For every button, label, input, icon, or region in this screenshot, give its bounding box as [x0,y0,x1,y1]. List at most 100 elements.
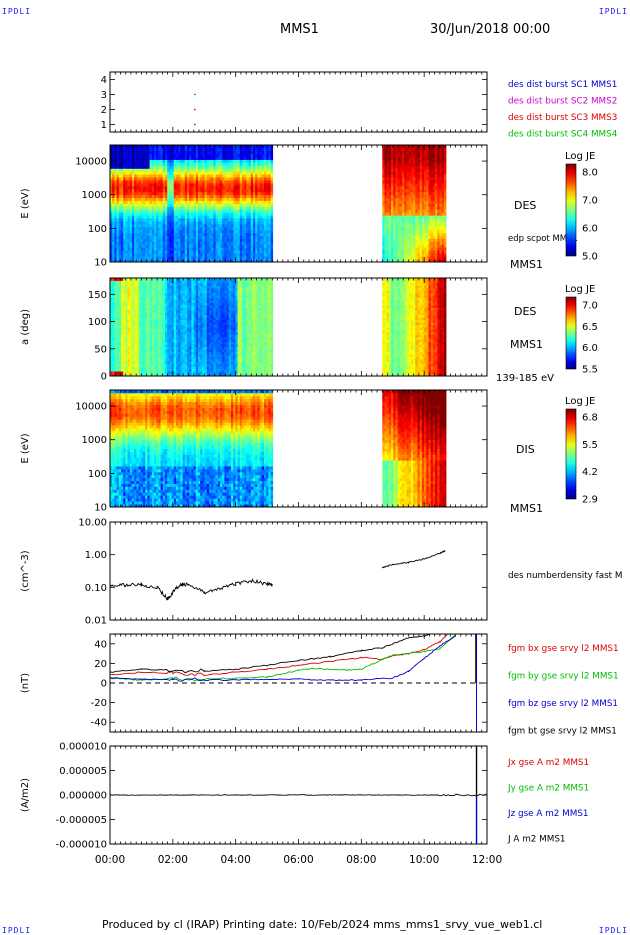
spectrogram-1-cell [165,157,168,160]
spectrogram-1-cell [117,151,120,154]
spectrogram-1-cell [207,180,210,183]
spectrogram-1-cell [117,157,120,160]
spectrogram-1-cell [251,180,254,183]
spectrogram-1-cell [112,171,115,174]
spectrogram-1-cell [187,256,190,259]
spectrogram-1-cell [132,230,135,233]
spectrogram-1-cell [172,250,175,253]
spectrogram-1-cell [180,215,183,218]
spectrogram-1-cell [227,236,230,239]
spectrogram-1-cell [404,160,407,163]
spectrogram-1-cell [422,168,425,171]
spectrogram-1-cell [402,154,405,157]
spectrogram-1-cell [262,177,265,180]
spectrogram-1-cell [183,218,186,221]
spectrogram-1-cell [178,247,181,250]
spectrogram-1-cell [194,168,197,171]
spectrogram-1-cell [424,151,427,154]
spectrogram-1-cell [231,250,234,253]
spectrogram-1-cell [227,177,230,180]
spectrogram-1-cell [196,256,199,259]
spectrogram-1-cell [266,221,269,224]
spectrogram-1-cell [249,166,252,169]
spectrogram-1-cell [161,171,164,174]
spectrogram-1-cell [213,168,216,171]
spectrogram-1-cell [240,221,243,224]
spectrogram-1-cell [132,215,135,218]
spectrogram-1-cell [123,253,126,256]
spectrogram-1-cell [185,253,188,256]
spectrogram-1-cell [132,209,135,212]
spectrogram-1-cell [222,183,225,186]
spectrogram-1-cell [114,201,117,204]
spectrogram-1-cell [271,227,274,230]
spectrogram-1-cell [426,244,429,247]
burst-panel-frame [110,72,487,132]
spectrogram-1-cell [440,198,443,201]
spectrogram-1-cell [200,192,203,195]
spectrogram-1-cell [178,171,181,174]
spectrogram-1-cell [183,221,186,224]
spectrogram-1-cell [213,157,216,160]
spectrogram-1-cell [244,215,247,218]
spectrogram-1-cell [233,247,236,250]
spectrogram-2-cell [119,310,122,313]
spectrogram-1-cell [145,227,148,230]
spectrogram-1-cell [400,204,403,207]
spectrogram-1-cell [396,171,399,174]
spectrogram-1-cell [112,218,115,221]
spectrogram-1-cell [253,163,256,166]
spectrogram-1-cell [385,201,388,204]
spectrogram-1-cell [185,227,188,230]
spectrogram-1-cell [165,256,168,259]
spectrogram-1-cell [382,151,385,154]
spectrogram-1-cell [167,148,170,151]
spectrogram-1-cell [268,242,271,245]
spectrogram-1-cell [404,192,407,195]
spectrogram-1-cell [251,215,254,218]
spectrogram-1-cell [220,244,223,247]
spectrogram-1-cell [169,174,172,177]
spectrogram-1-cell [156,168,159,171]
spectrogram-1-cell [196,180,199,183]
spectrogram-1-cell [196,151,199,154]
spectrogram-1-cell [262,206,265,209]
spectrogram-1-cell [207,192,210,195]
spectrogram-1-cell [253,250,256,253]
spectrogram-1-cell [431,160,434,163]
spectrogram-1-cell [207,198,210,201]
spectrogram-1-cell [154,230,157,233]
spectrogram-2-cell [130,364,133,367]
spectrogram-1-cell [139,215,142,218]
spectrogram-1-cell [222,242,225,245]
spectrogram-2-cell [112,334,115,337]
spectrogram-1-cell [128,177,131,180]
spectrogram-2-cell [119,332,122,335]
spectrogram-1-cell [385,151,388,154]
spectrogram-2-cell [132,283,135,286]
spectrogram-1-cell [409,224,412,227]
spectrogram-1-cell [180,154,183,157]
spectrogram-1-cell [130,218,133,221]
spectrogram-2-cell [128,283,131,286]
spectrogram-1-cell [202,163,205,166]
spectrogram-1-cell [191,244,194,247]
spectrogram-1-cell [249,189,252,192]
spectrogram-1-cell [266,250,269,253]
spectrogram-1-cell [435,148,438,151]
spectrogram-1-cell [218,256,221,259]
spectrogram-1-cell [141,209,144,212]
spectrogram-2-cell [134,332,137,335]
spectrogram-1-cell [235,242,238,245]
spectrogram-1-cell [114,174,117,177]
spectrogram-1-cell [389,236,392,239]
spectrogram-1-cell [424,209,427,212]
spectrogram-1-cell [185,218,188,221]
spectrogram-1-cell [389,212,392,215]
spectrogram-1-cell [141,250,144,253]
spectrogram-1-cell [176,192,179,195]
spectrogram-1-cell [139,186,142,189]
spectrogram-2-cell [130,359,133,362]
spectrogram-1-cell [387,250,390,253]
spectrogram-1-cell [224,183,227,186]
